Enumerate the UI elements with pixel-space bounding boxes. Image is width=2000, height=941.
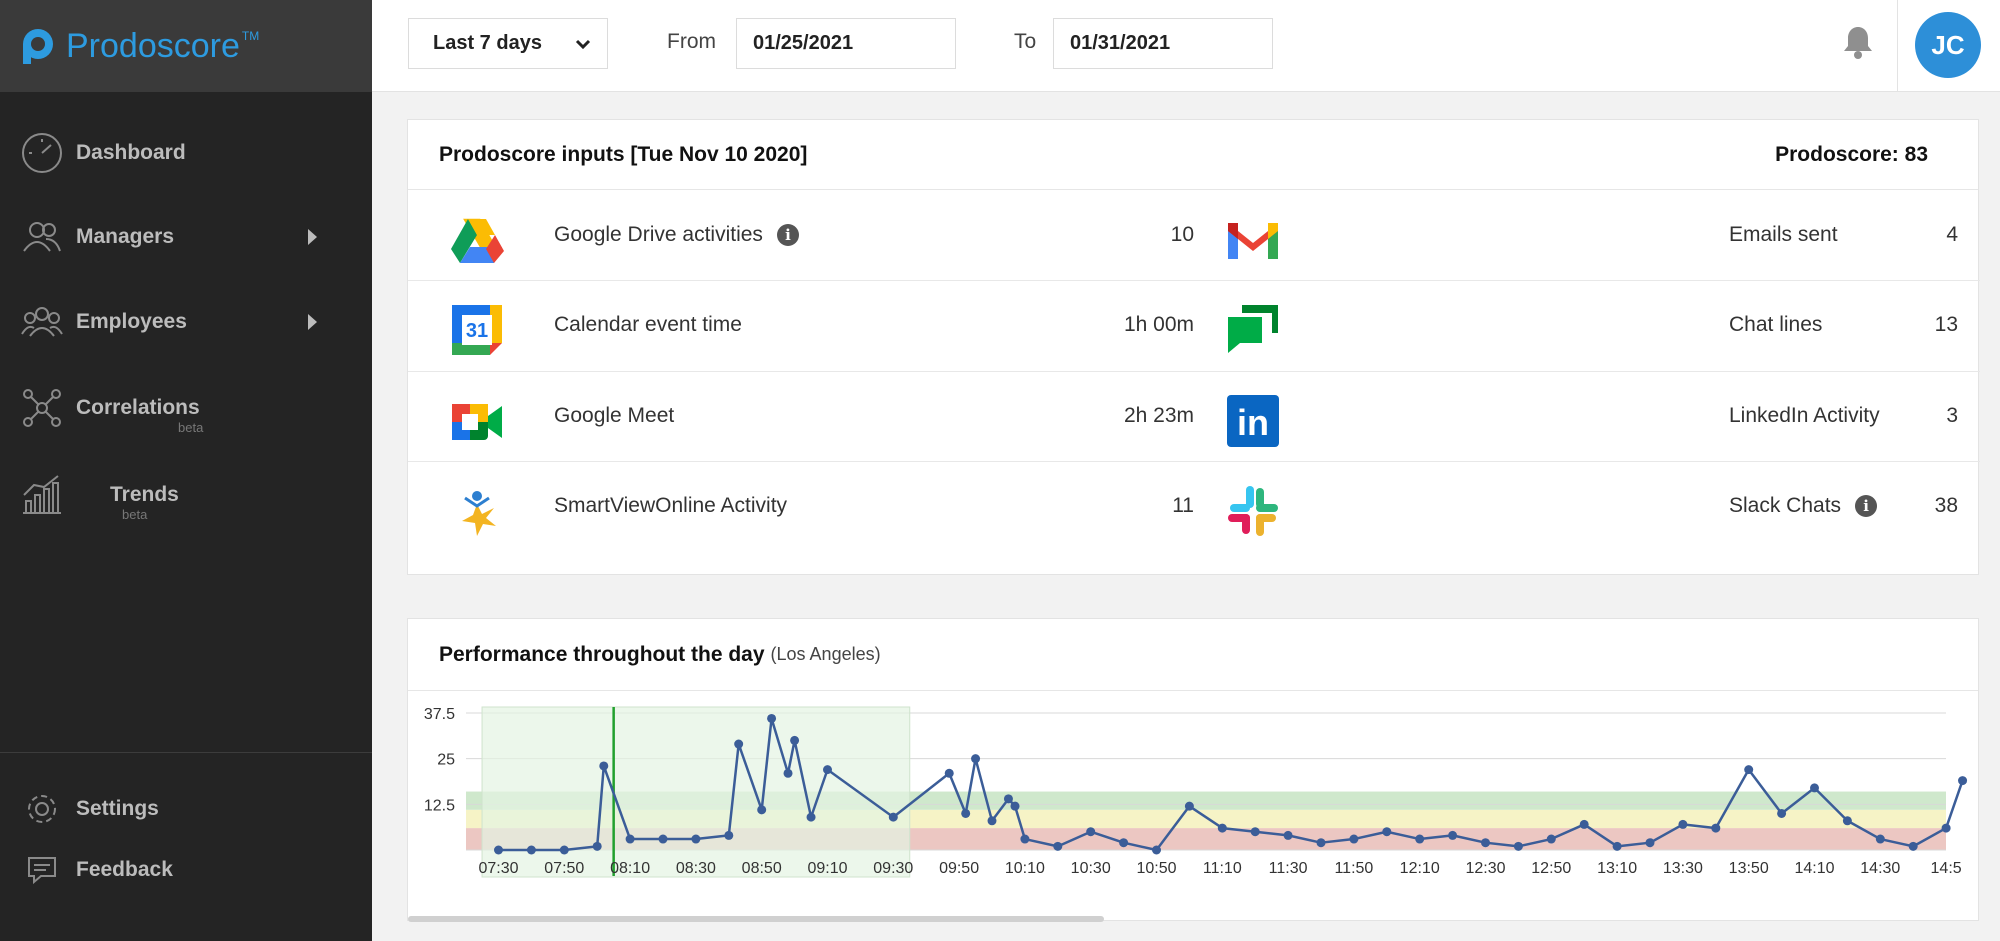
calendar-icon-text: 31: [466, 320, 488, 342]
scrollbar-thumb: [408, 916, 1104, 922]
chevron-down-icon: [575, 39, 591, 50]
feedback-icon: [20, 848, 64, 892]
input-row-chat: Chat lines 13: [1176, 281, 1958, 371]
input-label: Google Meet: [554, 404, 675, 427]
sidebar-item-label: Trends: [110, 483, 179, 506]
app-logo[interactable]: Prodoscore TM: [18, 26, 259, 66]
top-header: Last 7 days From To JC: [372, 0, 2000, 92]
to-date-input[interactable]: [1053, 18, 1273, 69]
period-select-value: Last 7 days: [433, 32, 542, 54]
linkedin-icon: in: [1227, 395, 1279, 447]
chart-card-header: Performance throughout the day (Los Ange…: [408, 619, 1978, 691]
managers-icon: [20, 215, 64, 259]
performance-chart-card: Performance throughout the day (Los Ange…: [407, 618, 1979, 921]
row-divider: [408, 461, 1980, 462]
beta-badge: beta: [122, 507, 148, 522]
info-icon[interactable]: i: [776, 224, 799, 247]
smartview-icon: [462, 491, 496, 536]
input-label: Calendar event time: [554, 313, 742, 336]
input-row-smartview: SmartViewOnline Activity 11: [408, 462, 1194, 552]
expand-caret-icon[interactable]: [308, 314, 317, 330]
input-row-google-meet: Google Meet 2h 23m: [408, 372, 1194, 462]
input-label: SmartViewOnline Activity: [554, 494, 788, 517]
input-row-google-drive: Google Drive activities i 10: [408, 191, 1194, 281]
input-value: 10: [1170, 223, 1194, 246]
sidebar-item-label: Employees: [76, 310, 187, 333]
input-row-emails: Emails sent 4: [1176, 191, 1958, 281]
input-label: Emails sent: [1729, 223, 1838, 246]
input-value: 1h 00m: [1123, 313, 1194, 336]
sidebar-item-feedback[interactable]: Feedback: [0, 840, 372, 900]
trademark-mark: TM: [241, 29, 260, 43]
slack-icon: [1228, 486, 1278, 536]
sidebar-item-correlations[interactable]: Correlations beta: [0, 378, 372, 438]
row-divider: [408, 280, 1980, 281]
input-label: Google Drive activities i: [554, 223, 799, 247]
input-row-linkedin: in LinkedIn Activity 3: [1176, 372, 1958, 462]
from-date-input[interactable]: [736, 18, 956, 69]
inputs-card-header: Prodoscore inputs [Tue Nov 10 2020] Prod…: [408, 120, 1978, 190]
sidebar-item-dashboard[interactable]: Dashboard: [0, 123, 372, 183]
gmail-icon: [1228, 223, 1278, 259]
input-value: 13: [1934, 313, 1958, 336]
sidebar-item-label: Settings: [76, 797, 159, 820]
input-value: 38: [1934, 494, 1958, 517]
avatar[interactable]: JC: [1915, 12, 1981, 78]
sidebar-item-label: Feedback: [76, 858, 173, 881]
expand-caret-icon[interactable]: [308, 229, 317, 245]
beta-badge: beta: [178, 420, 204, 435]
info-icon[interactable]: i: [1855, 495, 1878, 518]
chart-title: Performance throughout the day: [439, 642, 765, 666]
correlations-icon: [20, 386, 64, 430]
app-name: Prodoscore: [66, 26, 240, 65]
from-label: From: [667, 30, 716, 53]
inputs-card-title: Prodoscore inputs [Tue Nov 10 2020]: [439, 142, 808, 166]
bell-icon[interactable]: [1838, 22, 1878, 62]
input-value: 11: [1172, 494, 1194, 517]
sidebar-item-settings[interactable]: Settings: [0, 779, 372, 839]
gear-icon: [20, 787, 64, 831]
trends-icon: [20, 473, 64, 517]
input-value: 4: [1946, 223, 1958, 246]
header-divider: [1897, 0, 1898, 92]
prodoscore-inputs-card: Prodoscore inputs [Tue Nov 10 2020] Prod…: [407, 119, 1980, 575]
period-select[interactable]: Last 7 days: [408, 18, 608, 69]
input-value: 3: [1946, 404, 1958, 427]
google-meet-icon: [452, 404, 502, 440]
google-calendar-icon: 31: [452, 305, 502, 355]
google-drive-icon: [451, 218, 504, 263]
input-label: LinkedIn Activity: [1729, 404, 1880, 427]
prodoscore-logo-icon: [23, 29, 53, 64]
sidebar-divider: [0, 752, 372, 753]
sidebar-item-label: Correlations: [76, 396, 200, 419]
prodoscore-value: Prodoscore: 83: [1775, 142, 1928, 166]
gauge-icon: [20, 131, 64, 175]
sidebar-item-label: Dashboard: [76, 141, 186, 164]
chart-timezone: (Los Angeles): [770, 644, 881, 664]
input-row-slack: Slack Chats i 38: [1176, 462, 1958, 552]
to-label: To: [1014, 30, 1037, 53]
google-chat-icon: [1228, 305, 1278, 353]
input-label: Slack Chats i: [1729, 494, 1878, 518]
sidebar-item-managers[interactable]: Managers: [0, 207, 372, 267]
sidebar-item-trends[interactable]: Trends beta: [0, 465, 372, 525]
input-label: Chat lines: [1729, 313, 1823, 336]
row-divider: [408, 371, 1980, 372]
employees-icon: [20, 300, 64, 344]
chart-horizontal-scrollbar[interactable]: [0, 916, 2000, 928]
input-row-calendar: 31 Calendar event time 1h 00m: [408, 281, 1194, 371]
input-value: 2h 23m: [1123, 404, 1194, 427]
sidebar-item-employees[interactable]: Employees: [0, 292, 372, 352]
sidebar-item-label: Managers: [76, 225, 175, 248]
linkedin-icon-text: in: [1237, 402, 1269, 443]
brand-bar: Prodoscore TM: [0, 0, 372, 92]
sidebar: Prodoscore TM Dashboard Managers Employe…: [0, 0, 372, 941]
